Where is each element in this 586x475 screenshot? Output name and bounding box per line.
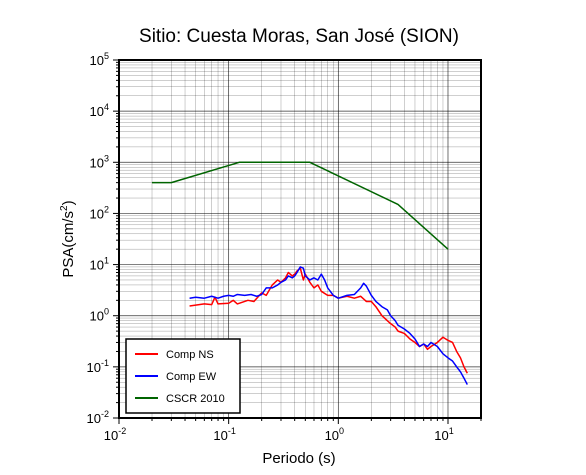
svg-text:PSA(cm/s2): PSA(cm/s2) <box>59 200 77 277</box>
y-tick-label: 101 <box>90 256 109 273</box>
x-tick-base: 10 <box>434 428 448 443</box>
y-tick-base: 10 <box>90 309 104 324</box>
y-tick-base: 10 <box>90 104 104 119</box>
legend-label: Comp EW <box>166 371 217 383</box>
y-axis-label-main: PSA(cm/s <box>60 211 77 278</box>
x-tick-labels: 10-2 10-1 100 101 <box>104 426 454 443</box>
x-tick-label: 101 <box>434 426 453 443</box>
y-tick-label: 104 <box>90 102 109 119</box>
x-tick-exponent: -2 <box>118 426 126 436</box>
y-tick-exponent: 3 <box>104 153 109 163</box>
legend: Comp NS Comp EW CSCR 2010 <box>125 338 241 414</box>
y-tick-exponent: 1 <box>104 256 109 266</box>
series-line-cscr-2010 <box>152 161 449 250</box>
series-group <box>152 161 468 385</box>
y-tick-base: 10 <box>90 155 104 170</box>
chart-title: Sitio: Cuesta Moras, San José (SION) <box>139 26 459 47</box>
y-tick-exponent: 5 <box>104 51 109 61</box>
y-axis-label-end: ) <box>60 200 77 205</box>
x-tick-label: 100 <box>325 426 344 443</box>
y-tick-base: 10 <box>90 53 104 68</box>
y-tick-base: 10 <box>90 206 104 221</box>
y-axis-label: PSA(cm/s2) <box>59 200 77 277</box>
plot-frame <box>118 59 482 419</box>
y-tick-label: 105 <box>90 51 109 68</box>
legend-label: Comp NS <box>166 349 214 361</box>
y-tick-exponent: -2 <box>101 409 109 419</box>
x-tick-base: 10 <box>104 428 118 443</box>
legend-label: CSCR 2010 <box>166 393 225 405</box>
y-tick-label: 103 <box>90 153 109 170</box>
y-tick-exponent: 2 <box>104 204 109 214</box>
series-line-comp-ew <box>189 266 468 385</box>
x-tick-base: 10 <box>325 428 339 443</box>
tick-marks <box>113 59 482 424</box>
y-tick-base: 10 <box>87 360 101 375</box>
y-tick-exponent: 0 <box>104 307 109 317</box>
y-axis-label-sup: 2 <box>59 205 70 211</box>
x-tick-label: 10-2 <box>104 426 126 443</box>
y-tick-base: 10 <box>87 411 101 426</box>
x-tick-exponent: -1 <box>228 426 236 436</box>
x-tick-exponent: 1 <box>449 426 454 436</box>
x-tick-base: 10 <box>213 428 227 443</box>
series-line-comp-ns <box>189 267 468 374</box>
x-tick-label: 10-1 <box>213 426 235 443</box>
x-axis-label: Periodo (s) <box>262 450 335 467</box>
y-tick-base: 10 <box>90 258 104 273</box>
y-tick-exponent: 4 <box>104 102 109 112</box>
y-tick-exponent: -1 <box>101 358 109 368</box>
y-tick-label: 10-1 <box>87 358 109 375</box>
y-tick-label: 10-2 <box>87 409 109 426</box>
y-tick-label: 100 <box>90 307 109 324</box>
x-tick-exponent: 0 <box>339 426 344 436</box>
y-tick-label: 102 <box>90 204 109 221</box>
